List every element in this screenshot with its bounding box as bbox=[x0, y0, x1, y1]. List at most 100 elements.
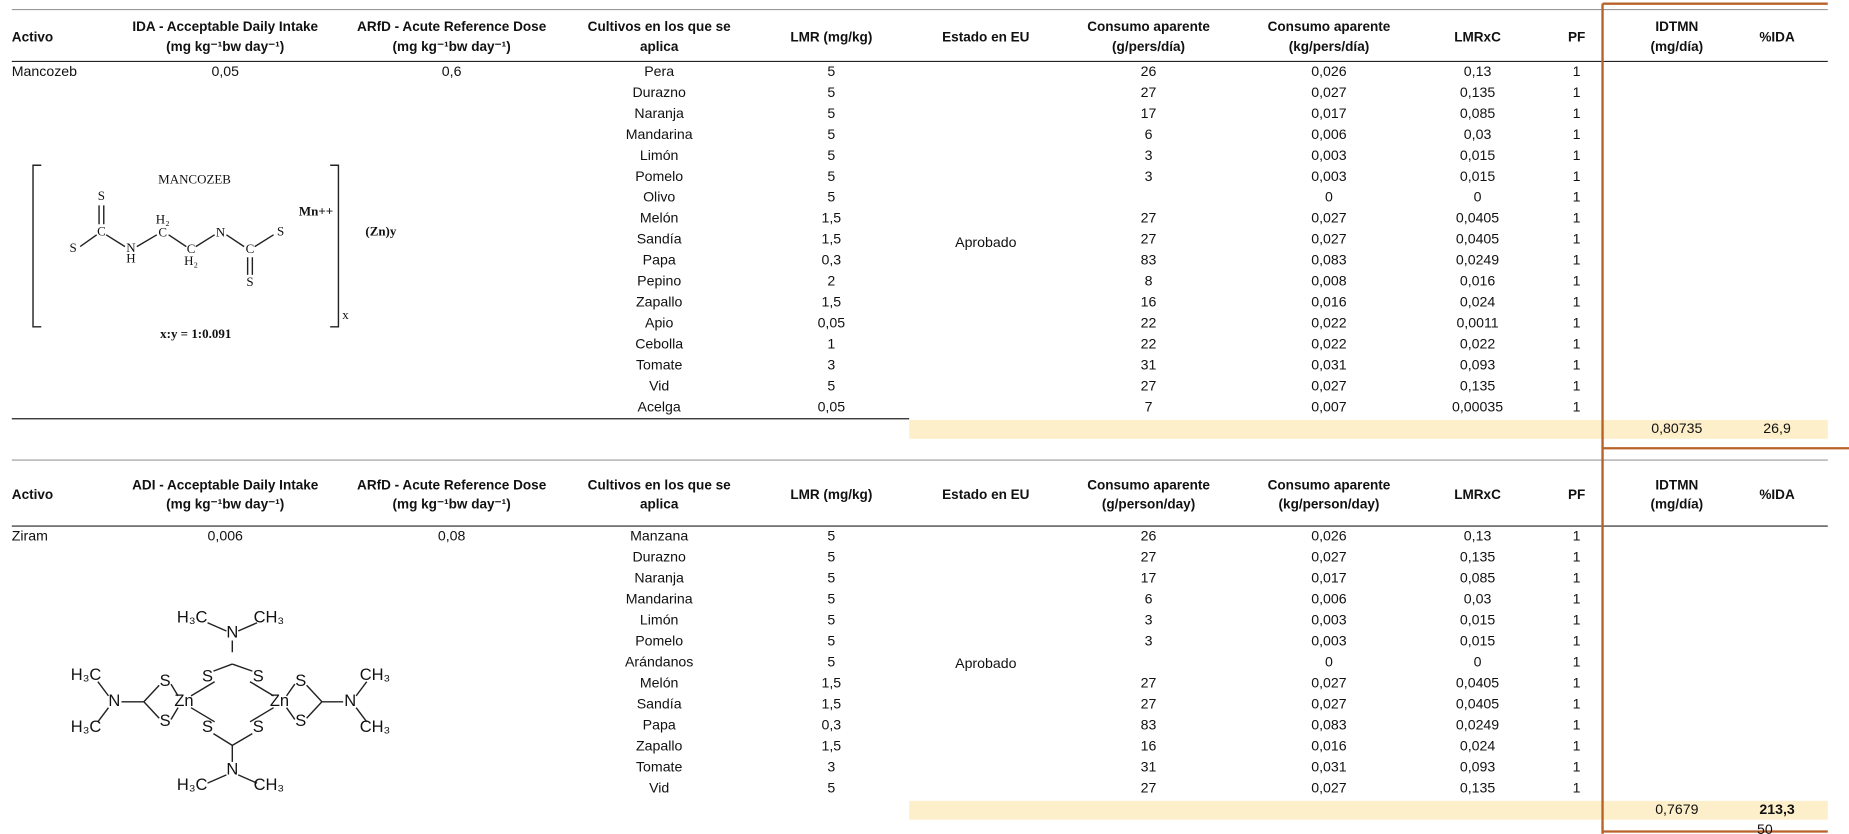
structure-label: S bbox=[70, 240, 77, 255]
structure-label: S bbox=[160, 672, 171, 690]
table-cell: 1 bbox=[1573, 231, 1581, 247]
structure-label: N bbox=[344, 692, 356, 710]
structure-label: CH₃ bbox=[254, 776, 285, 794]
table-cell: 83 bbox=[1141, 252, 1157, 268]
table-cell: 0,026 bbox=[1311, 527, 1347, 543]
table-cell: 1,5 bbox=[822, 737, 842, 753]
column-header: ARfD - Acute Reference Dose bbox=[357, 19, 547, 34]
table-cell: 27 bbox=[1141, 674, 1157, 690]
table-cell: 5 bbox=[827, 189, 835, 205]
column-header: PF bbox=[1568, 29, 1585, 44]
table-cell: 1 bbox=[1573, 273, 1581, 289]
table-cell: Limón bbox=[640, 611, 679, 627]
column-header: (g/person/day) bbox=[1102, 496, 1195, 511]
table-cell: 3 bbox=[827, 758, 835, 774]
mancozeb-structure-bonds bbox=[32, 164, 340, 328]
table-cell: 1 bbox=[1573, 336, 1581, 352]
table-cell: 7 bbox=[1145, 399, 1153, 415]
table-cell: 27 bbox=[1141, 378, 1157, 394]
table-cell: 1 bbox=[1573, 632, 1581, 648]
table-cell: 0,016 bbox=[1311, 737, 1347, 753]
table-cell: 0,016 bbox=[1460, 273, 1496, 289]
table-cell: 0,085 bbox=[1460, 105, 1496, 121]
table-cell: Zapallo bbox=[636, 294, 683, 310]
column-header: Cultivos en los que se bbox=[588, 478, 731, 493]
eu-status: Aprobado bbox=[955, 234, 1016, 250]
column-header: LMRxC bbox=[1454, 487, 1501, 502]
structure-label: S bbox=[98, 188, 105, 203]
table-cell: 1 bbox=[1573, 294, 1581, 310]
table-cell: 8 bbox=[1145, 273, 1153, 289]
structure-label: CH₃ bbox=[360, 666, 391, 684]
table-cell: 1 bbox=[1573, 189, 1581, 205]
table-cell: 22 bbox=[1141, 336, 1157, 352]
structure-label: x bbox=[342, 307, 349, 322]
column-header: (kg/pers/día) bbox=[1289, 39, 1370, 54]
table-cell: 1 bbox=[1573, 399, 1581, 415]
table-cell: 0,3 bbox=[822, 252, 842, 268]
column-header: IDA - Acceptable Daily Intake bbox=[132, 19, 318, 34]
table-cell: Melón bbox=[640, 674, 679, 690]
table-cell: 5 bbox=[827, 548, 835, 564]
table-cell: 0,0011 bbox=[1456, 315, 1498, 331]
table-cell: 0 bbox=[1474, 653, 1482, 669]
table-cell: Tomate bbox=[636, 758, 683, 774]
table-cell: Papa bbox=[643, 716, 676, 732]
structure-label: Zn bbox=[174, 692, 193, 710]
structure-label: Mn++ bbox=[299, 203, 333, 218]
table-cell: Sandía bbox=[637, 695, 682, 711]
table-cell: 0,027 bbox=[1311, 378, 1347, 394]
column-header: Activo bbox=[12, 487, 53, 502]
column-header: Activo bbox=[12, 29, 53, 44]
table-cell: Apio bbox=[645, 315, 673, 331]
column-header: ARfD - Acute Reference Dose bbox=[357, 478, 547, 493]
structure-label: C bbox=[158, 225, 167, 240]
table-cell: 0,135 bbox=[1460, 84, 1496, 100]
column-header: LMR (mg/kg) bbox=[790, 29, 872, 44]
table-cell: 17 bbox=[1141, 569, 1157, 585]
table-cell: 31 bbox=[1141, 357, 1157, 373]
structure-label: N bbox=[216, 225, 226, 240]
table-cell: 0,026 bbox=[1311, 63, 1347, 79]
table-cell: 0,017 bbox=[1311, 105, 1347, 121]
table-cell: Vid bbox=[649, 779, 669, 795]
table-cell: 1 bbox=[1573, 569, 1581, 585]
table-cell: 27 bbox=[1141, 210, 1157, 226]
table-cell: 0,015 bbox=[1460, 611, 1496, 627]
table-cell: Zapallo bbox=[636, 737, 683, 753]
table-cell: 0,093 bbox=[1460, 357, 1496, 373]
total-idtmn: 0,7679 bbox=[1655, 801, 1698, 817]
total-band bbox=[909, 419, 1828, 439]
structure-label: N bbox=[108, 692, 120, 710]
structure-label: CH₃ bbox=[360, 718, 391, 736]
column-header: (g/pers/día) bbox=[1112, 39, 1185, 54]
table-cell: 0,003 bbox=[1311, 611, 1347, 627]
eu-status: Aprobado bbox=[955, 655, 1016, 671]
table-cell: 1,5 bbox=[822, 695, 842, 711]
table-cell: 1 bbox=[1573, 105, 1581, 121]
table-cell: 0,00035 bbox=[1452, 399, 1503, 415]
table-cell: 0,016 bbox=[1311, 294, 1347, 310]
table-cell: Pomelo bbox=[635, 168, 683, 184]
table-cell: 0,0249 bbox=[1456, 716, 1499, 732]
table-cell: Naranja bbox=[634, 569, 684, 585]
table-cell: 0,083 bbox=[1311, 252, 1347, 268]
table-cell: 1 bbox=[1573, 84, 1581, 100]
table-cell: 1 bbox=[1573, 590, 1581, 606]
table-cell: 0,007 bbox=[1311, 399, 1347, 415]
table-cell: 1,5 bbox=[822, 210, 842, 226]
table-cell: 5 bbox=[827, 569, 835, 585]
arfd-value: 0,08 bbox=[438, 527, 466, 543]
table-cell: Naranja bbox=[634, 105, 684, 121]
table-cell: Tomate bbox=[636, 357, 683, 373]
table-cell: 0,006 bbox=[1311, 126, 1347, 142]
ida-value: 0,006 bbox=[208, 527, 244, 543]
table-cell: Vid bbox=[649, 378, 669, 394]
table-cell: 5 bbox=[827, 611, 835, 627]
table-cell: 5 bbox=[827, 527, 835, 543]
table-cell: Cebolla bbox=[635, 336, 683, 352]
active-name: Ziram bbox=[12, 527, 48, 543]
table-cell: 3 bbox=[1145, 168, 1153, 184]
structure-label: MANCOZEB bbox=[158, 172, 231, 187]
table-cell: 0,05 bbox=[818, 315, 846, 331]
